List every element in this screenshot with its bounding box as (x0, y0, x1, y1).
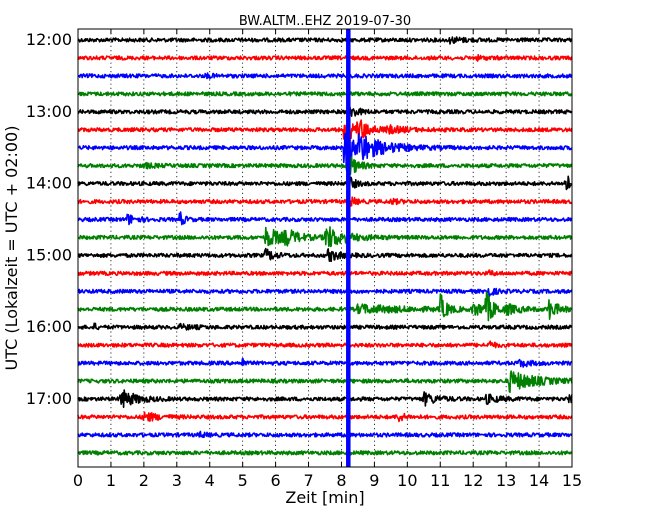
trace-1215 (77, 54, 573, 62)
x-axis-label: Zeit [min] (285, 488, 364, 507)
x-tick-label: 2 (139, 471, 149, 490)
x-tick-label: 1 (106, 471, 116, 490)
plot-frame (77, 28, 573, 468)
y-tick-label: 15:00 (26, 245, 72, 264)
trace-1300 (77, 103, 573, 117)
x-tick-label: 9 (369, 471, 379, 490)
trace-1600 (77, 322, 573, 331)
trace-1315 (77, 118, 573, 150)
trace-1400 (77, 175, 573, 193)
x-tick-label: 5 (238, 471, 248, 490)
spike-line (346, 29, 351, 467)
x-tick-label: 11 (430, 471, 450, 490)
chart-title: BW.ALTM..EHZ 2019-07-30 (239, 14, 411, 29)
trace-1515 (77, 269, 573, 277)
trace-1200 (77, 36, 573, 45)
x-axis-ticks: 0 1 2 3 4 5 6 7 8 9 10 11 12 13 14 15 (73, 29, 582, 490)
x-tick-label: 6 (271, 471, 281, 490)
x-tick-label: 8 (336, 471, 346, 490)
x-tick-label: 4 (205, 471, 215, 490)
trace-1445 (77, 226, 573, 248)
trace-1630 (77, 357, 573, 368)
x-tick-label: 13 (496, 471, 516, 490)
trace-1730 (77, 430, 573, 439)
trace-lines (77, 36, 573, 456)
trace-1415 (77, 193, 572, 207)
trace-1745 (77, 450, 572, 456)
y-tick-label: 12:00 (26, 30, 72, 49)
trace-1330 (77, 130, 573, 172)
y-tick-label: 14:00 (26, 174, 72, 193)
trace-1430 (77, 211, 573, 226)
trace-1700 (77, 389, 573, 408)
trace-1715 (77, 411, 573, 423)
trace-1545 (77, 291, 573, 322)
x-tick-label: 7 (303, 471, 313, 490)
y-axis-label: UTC (Lokalzeit = UTC + 02:00) (2, 126, 21, 371)
x-tick-label: 0 (73, 471, 83, 490)
x-tick-label: 14 (529, 471, 549, 490)
x-tick-label: 15 (562, 471, 582, 490)
x-tick-label: 12 (463, 471, 483, 490)
trace-1245 (77, 91, 573, 97)
grid-lines (110, 29, 540, 467)
trace-1645 (77, 370, 573, 393)
trace-1230 (77, 72, 573, 80)
y-tick-label: 13:00 (26, 102, 72, 121)
trace-1345 (77, 156, 573, 176)
x-tick-label: 3 (172, 471, 182, 490)
x-tick-label: 10 (397, 471, 417, 490)
trace-1500 (77, 247, 573, 263)
y-tick-label: 17:00 (26, 389, 72, 408)
y-tick-label: 16:00 (26, 317, 72, 336)
trace-1615 (77, 340, 573, 349)
y-axis-ticks: 12:00 13:00 14:00 15:00 16:00 17:00 (26, 30, 572, 408)
trace-1530 (77, 287, 573, 297)
vertical-spike (346, 29, 351, 467)
